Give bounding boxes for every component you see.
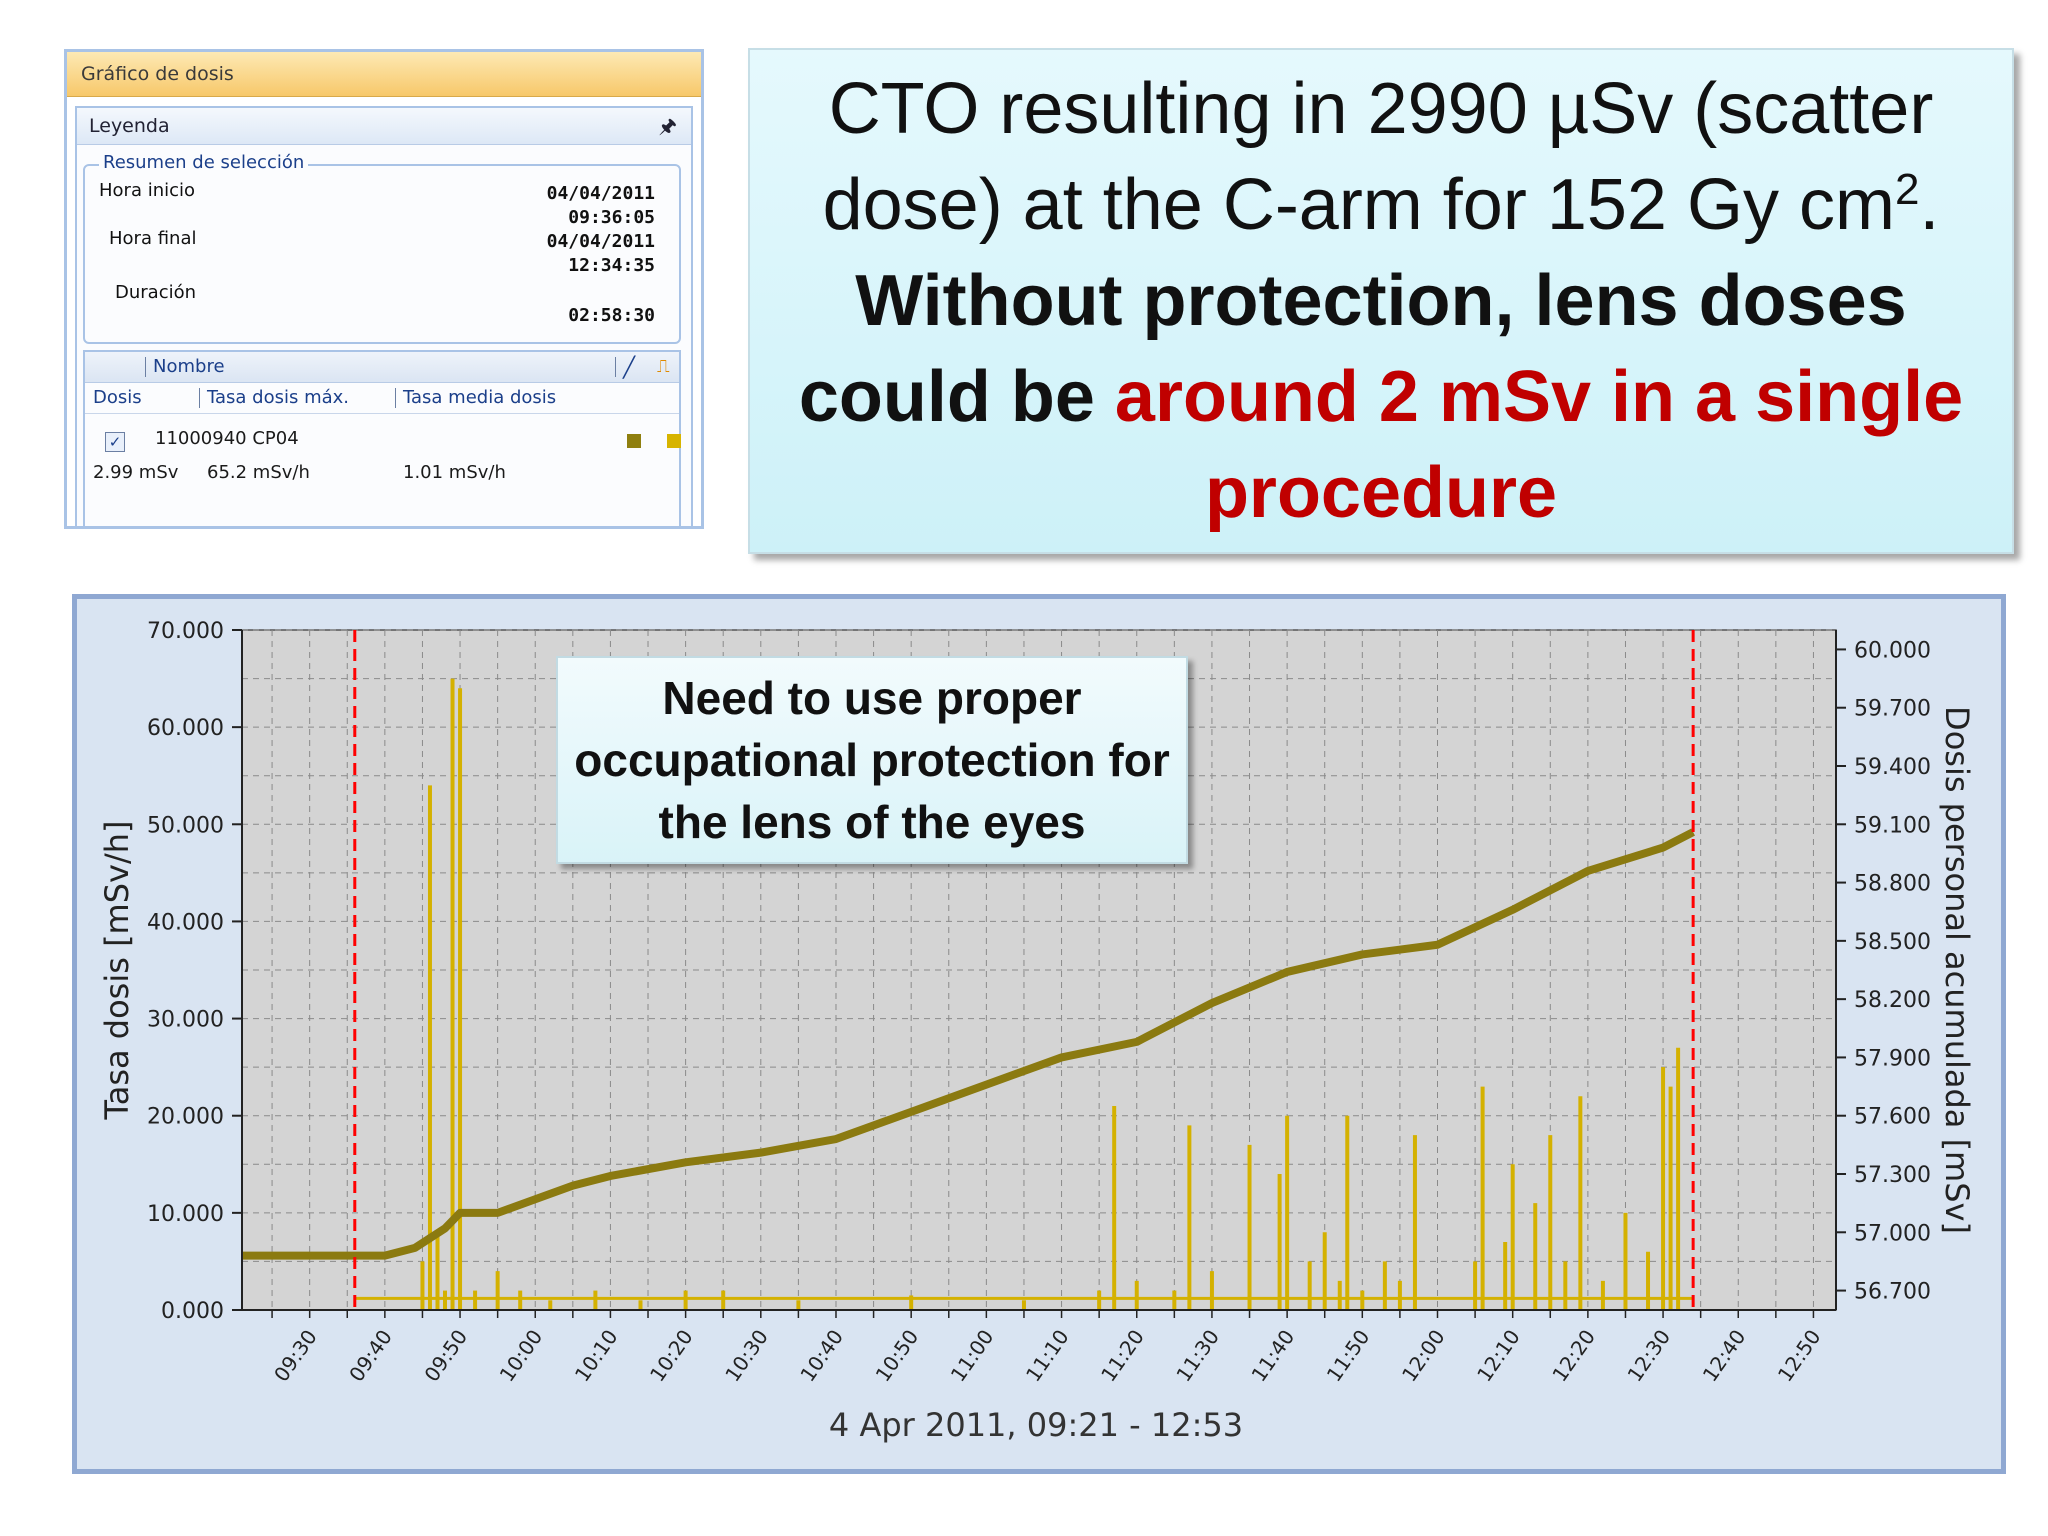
x-tick-label: 12:30 bbox=[1622, 1325, 1675, 1386]
x-tick-label: 12:00 bbox=[1397, 1325, 1450, 1386]
end-label: Hora final bbox=[109, 228, 197, 249]
dose-value: 2.99 mSv bbox=[93, 462, 179, 483]
y-tick-label: 70.000 bbox=[147, 619, 224, 644]
y2-tick-label: 59.100 bbox=[1854, 813, 1931, 838]
y-tick-label: 60.000 bbox=[147, 716, 224, 741]
x-tick-label: 11:10 bbox=[1021, 1325, 1074, 1386]
callout-red: around 2 mSv in a single procedure bbox=[1114, 357, 1964, 533]
x-tick-label: 12:50 bbox=[1773, 1325, 1826, 1386]
start-time: 09:36:05 bbox=[568, 207, 655, 228]
legend-frame: Leyenda 🖈 Resumen de selección Hora inic… bbox=[75, 106, 693, 526]
start-label: Hora inicio bbox=[99, 180, 196, 201]
pulse-icon[interactable]: ⎍ bbox=[657, 356, 670, 377]
x-tick-label: 09:40 bbox=[344, 1325, 397, 1386]
duration-label: Duración bbox=[115, 282, 197, 303]
x-tick-label: 11:50 bbox=[1322, 1325, 1375, 1386]
y2-tick-label: 59.700 bbox=[1854, 697, 1931, 722]
x-tick-label: 10:50 bbox=[871, 1325, 924, 1386]
y-tick-label: 20.000 bbox=[147, 1105, 224, 1130]
y-tick-label: 0.000 bbox=[161, 1299, 224, 1324]
note-text: Need to use proper occupational protecti… bbox=[574, 672, 1170, 848]
col-avg-rate: Tasa media dosis bbox=[403, 387, 557, 408]
x-tick-label: 09:50 bbox=[419, 1325, 472, 1386]
selection-summary: Resumen de selección Hora inicio 04/04/2… bbox=[83, 152, 681, 344]
x-tick-label: 10:30 bbox=[720, 1325, 773, 1386]
max-rate-value: 65.2 mSv/h bbox=[207, 462, 310, 483]
y2-tick-label: 57.000 bbox=[1854, 1221, 1931, 1246]
grid-header-name[interactable]: Nombre ╱ ⎍ bbox=[85, 352, 679, 383]
x-tick-label: 12:20 bbox=[1547, 1325, 1600, 1386]
edit-line-icon[interactable]: ╱ bbox=[623, 355, 636, 379]
x-tick-label: 10:20 bbox=[645, 1325, 698, 1386]
x-axis-title: 4 Apr 2011, 09:21 - 12:53 bbox=[829, 1406, 1243, 1444]
x-tick-label: 11:30 bbox=[1171, 1325, 1224, 1386]
callout-bold: Without protection, lens doses could be bbox=[798, 261, 1907, 437]
y-axis-title: Tasa dosis [mSv/h] bbox=[98, 820, 136, 1120]
device-checkbox[interactable]: ✓ bbox=[105, 432, 125, 452]
y-tick-label: 50.000 bbox=[147, 813, 224, 838]
note-box: Need to use proper occupational protecti… bbox=[556, 656, 1188, 864]
device-grid: Nombre ╱ ⎍ Dosis Tasa dosis máx. Tasa me… bbox=[83, 350, 681, 526]
end-value: 04/04/2011 12:34:35 bbox=[547, 230, 655, 278]
callout-sup: 2 bbox=[1894, 165, 1920, 214]
pin-icon[interactable]: 🖈 bbox=[658, 114, 678, 138]
y-tick-label: 10.000 bbox=[147, 1202, 224, 1227]
end-time: 12:34:35 bbox=[568, 255, 655, 276]
y2-tick-label: 57.300 bbox=[1854, 1163, 1931, 1188]
y2-tick-label: 57.600 bbox=[1854, 1105, 1931, 1130]
y2-tick-label: 58.200 bbox=[1854, 988, 1931, 1013]
legend-label: Leyenda bbox=[89, 115, 170, 137]
x-tick-label: 09:30 bbox=[269, 1325, 322, 1386]
y2-tick-label: 60.000 bbox=[1854, 638, 1931, 663]
start-value: 04/04/2011 09:36:05 bbox=[547, 182, 655, 230]
dose-chart-panel: Gráfico de dosis Leyenda 🖈 Resumen de se… bbox=[64, 49, 704, 529]
callout-box: CTO resulting in 2990 µSv (scatter dose)… bbox=[748, 48, 2014, 554]
duration-value: 02:58:30 bbox=[568, 305, 655, 326]
y2-tick-label: 58.800 bbox=[1854, 872, 1931, 897]
avg-rate-value: 1.01 mSv/h bbox=[403, 462, 506, 483]
x-tick-label: 10:40 bbox=[795, 1325, 848, 1386]
cumulative-line bbox=[242, 828, 1695, 1260]
x-tick-label: 11:20 bbox=[1096, 1325, 1149, 1386]
callout-line1-end: . bbox=[1919, 165, 1940, 245]
y-tick-label: 30.000 bbox=[147, 1008, 224, 1033]
grid-header-values[interactable]: Dosis Tasa dosis máx. Tasa media dosis bbox=[85, 383, 679, 414]
swatch-dark bbox=[627, 434, 641, 448]
x-tick-label: 12:10 bbox=[1472, 1325, 1525, 1386]
y2-tick-label: 56.700 bbox=[1854, 1280, 1931, 1305]
x-tick-label: 11:00 bbox=[946, 1325, 999, 1386]
x-tick-label: 12:40 bbox=[1698, 1325, 1751, 1386]
y2-tick-label: 59.400 bbox=[1854, 755, 1931, 780]
col-name: Nombre bbox=[153, 356, 225, 377]
device-name: 11000940 CP04 bbox=[155, 428, 299, 449]
callout-text: CTO resulting in 2990 µSv (scatter dose)… bbox=[776, 61, 1986, 541]
end-date: 04/04/2011 bbox=[546, 231, 655, 252]
x-tick-label: 11:40 bbox=[1246, 1325, 1299, 1386]
callout-line1: CTO resulting in 2990 µSv (scatter dose)… bbox=[822, 69, 1934, 245]
panel-title: Gráfico de dosis bbox=[67, 52, 701, 97]
swatch-light bbox=[667, 434, 681, 448]
x-tick-label: 10:10 bbox=[570, 1325, 623, 1386]
y2-axis-title: Dosis personal acumulada [mSv] bbox=[1938, 706, 1976, 1234]
y2-tick-label: 58.500 bbox=[1854, 930, 1931, 955]
y-tick-label: 40.000 bbox=[147, 910, 224, 935]
col-max-rate: Tasa dosis máx. bbox=[207, 387, 350, 408]
start-date: 04/04/2011 bbox=[546, 183, 655, 204]
col-dose: Dosis bbox=[93, 387, 142, 408]
y2-tick-label: 57.900 bbox=[1854, 1046, 1931, 1071]
x-tick-label: 10:00 bbox=[495, 1325, 548, 1386]
legend-header[interactable]: Leyenda 🖈 bbox=[77, 108, 691, 145]
summary-title: Resumen de selección bbox=[99, 152, 309, 173]
